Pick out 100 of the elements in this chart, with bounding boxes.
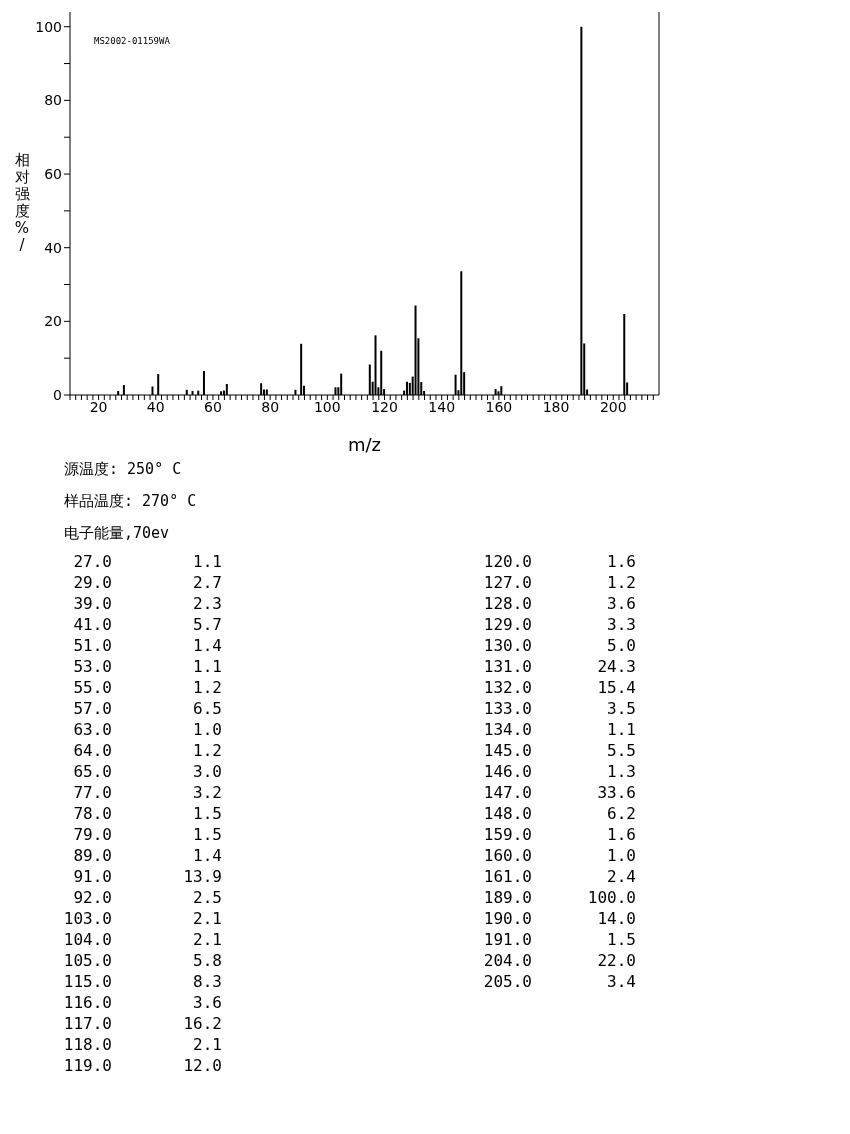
text: 92.0 [72, 887, 112, 908]
text: 12.0 [182, 1055, 222, 1076]
text: 132.0 [482, 677, 532, 698]
text: 24.3 [596, 656, 636, 677]
y-tick-label: 100 [35, 18, 62, 35]
text: 41.0 [72, 614, 112, 635]
text: 53.0 [72, 656, 112, 677]
text: 100.0 [586, 887, 636, 908]
text: 2.1 [192, 908, 222, 929]
text: 129.0 [482, 614, 532, 635]
y-tick-label: 20 [44, 313, 62, 330]
text: 2.1 [192, 929, 222, 950]
text: 65.0 [72, 761, 112, 782]
text: 55.0 [72, 677, 112, 698]
text: 116.0 [62, 992, 112, 1013]
text: 2.7 [192, 572, 222, 593]
text: 27.0 [72, 551, 112, 572]
text: 134.0 [482, 719, 532, 740]
text: 1.6 [606, 824, 636, 845]
x-tick-label: 140 [428, 398, 456, 415]
text: 15.4 [596, 677, 636, 698]
text: 16.2 [182, 1013, 222, 1034]
y-tick-label: 80 [44, 92, 62, 109]
y-axis-title: 相对强度%/ [14, 150, 30, 254]
text: 128.0 [482, 593, 532, 614]
text: 1.3 [606, 761, 636, 782]
text: 91.0 [72, 866, 112, 887]
text: 6.5 [192, 698, 222, 719]
annotation: MS2002-01159WA [94, 36, 170, 46]
text: 1.2 [192, 740, 222, 761]
text: 3.3 [606, 614, 636, 635]
text: 133.0 [482, 698, 532, 719]
x-tick-label: 60 [204, 398, 222, 415]
text: 2.5 [192, 887, 222, 908]
text: 77.0 [72, 782, 112, 803]
text: 119.0 [62, 1055, 112, 1076]
text: 147.0 [482, 782, 532, 803]
text: 145.0 [482, 740, 532, 761]
text: 29.0 [72, 572, 112, 593]
text: 2.1 [192, 1034, 222, 1055]
text: 161.0 [482, 866, 532, 887]
text: 1.4 [192, 635, 222, 656]
text: 159.0 [482, 824, 532, 845]
y-tick-label: 40 [44, 239, 62, 256]
text: 63.0 [72, 719, 112, 740]
text: 204.0 [482, 950, 532, 971]
text: 189.0 [482, 887, 532, 908]
x-tick-label: 200 [599, 398, 627, 415]
text: 51.0 [72, 635, 112, 656]
text: 5.5 [606, 740, 636, 761]
text: 6.2 [606, 803, 636, 824]
text: 131.0 [482, 656, 532, 677]
text: 1.5 [606, 929, 636, 950]
text: 1.0 [192, 719, 222, 740]
text: 118.0 [62, 1034, 112, 1055]
text: 1.1 [606, 719, 636, 740]
text: 3.0 [192, 761, 222, 782]
text: 89.0 [72, 845, 112, 866]
text: 191.0 [482, 929, 532, 950]
text: 1.1 [192, 551, 222, 572]
text: 13.9 [182, 866, 222, 887]
text: 5.7 [192, 614, 222, 635]
text: 115.0 [62, 971, 112, 992]
text: 电子能量,70ev [64, 523, 171, 544]
text: 78.0 [72, 803, 112, 824]
text: 127.0 [482, 572, 532, 593]
text: 190.0 [482, 908, 532, 929]
text: 148.0 [482, 803, 532, 824]
text: 79.0 [72, 824, 112, 845]
text: 1.4 [192, 845, 222, 866]
x-tick-label: 40 [146, 398, 165, 415]
text: 2.3 [192, 593, 222, 614]
text: 1.6 [606, 551, 636, 572]
text: 103.0 [62, 908, 112, 929]
text: 1.2 [192, 677, 222, 698]
text: 8.3 [192, 971, 222, 992]
text: 3.6 [606, 593, 636, 614]
text: 1.0 [606, 845, 636, 866]
x-tick-label: 80 [261, 398, 280, 415]
text: 105.0 [62, 950, 112, 971]
x-tick-label: 120 [371, 398, 398, 415]
text: 14.0 [596, 908, 636, 929]
text: 120.0 [482, 551, 532, 572]
text: 117.0 [62, 1013, 112, 1034]
x-tick-label: 180 [542, 398, 570, 415]
text: 64.0 [72, 740, 112, 761]
x-axis-title: m/z [347, 434, 382, 455]
text: 1.5 [192, 824, 222, 845]
x-tick-label: 100 [313, 398, 341, 415]
text: 160.0 [482, 845, 532, 866]
text: 3.2 [192, 782, 222, 803]
x-tick-label: 160 [485, 398, 513, 415]
text: 146.0 [482, 761, 532, 782]
text: 130.0 [482, 635, 532, 656]
text: 57.0 [72, 698, 112, 719]
text: 104.0 [62, 929, 112, 950]
text: 22.0 [596, 950, 636, 971]
x-tick-label: 20 [89, 398, 108, 415]
text: 5.8 [192, 950, 222, 971]
text: 1.1 [192, 656, 222, 677]
